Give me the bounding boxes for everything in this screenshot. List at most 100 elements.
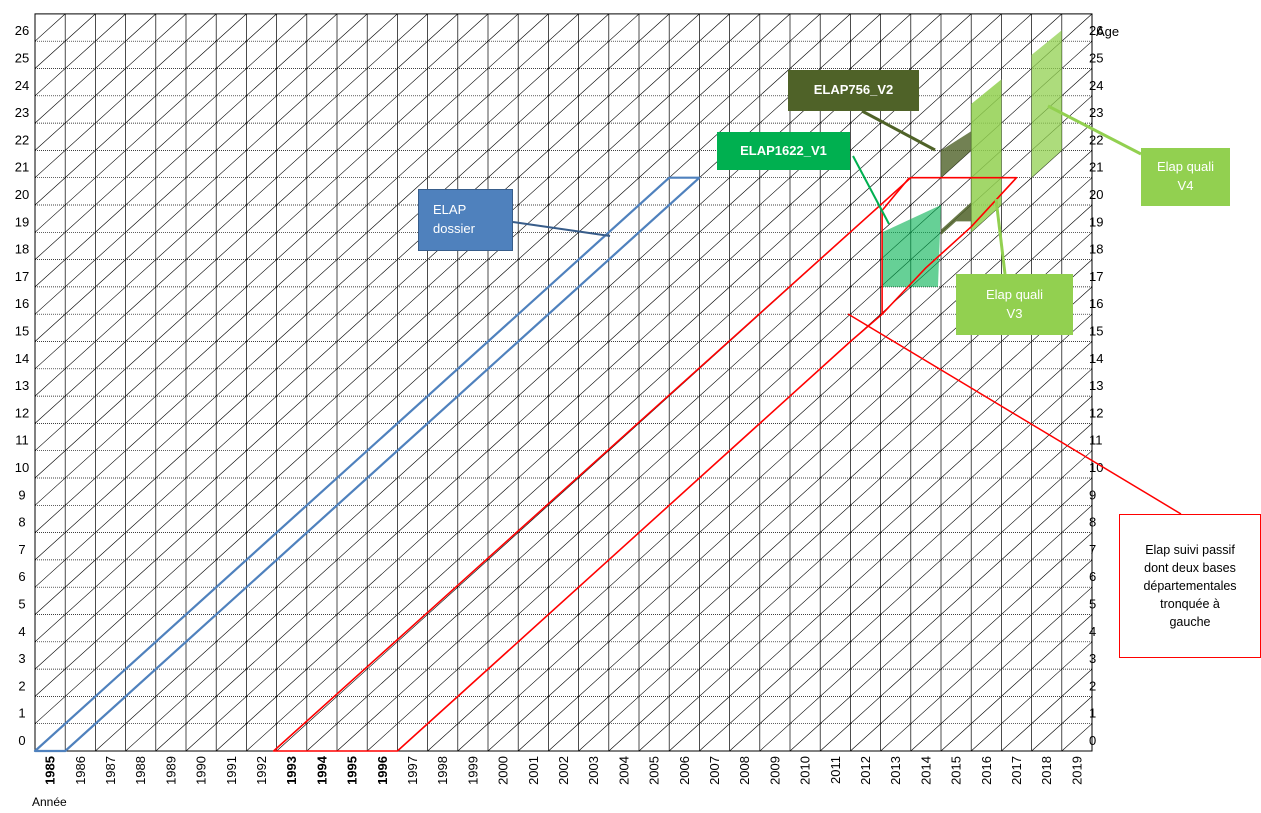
year-tick-label: 2004 — [616, 756, 631, 785]
age-tick-label: 12 — [1089, 405, 1103, 420]
age-tick-label: 1 — [1089, 706, 1096, 721]
grid-diagonal — [819, 505, 1093, 752]
grid-diagonal — [457, 177, 1093, 752]
age-tick-label: 14 — [1089, 351, 1103, 366]
age-tick-label: 8 — [18, 515, 25, 530]
callout-elap-quali-v3: Elap quali V3 — [956, 274, 1073, 335]
age-tick-label: 24 — [15, 78, 29, 93]
year-tick-label: 1999 — [465, 756, 480, 785]
connector-elap756-v2 — [861, 109, 936, 152]
grid-diagonal — [34, 13, 519, 451]
age-tick-label: 4 — [1089, 624, 1096, 639]
year-tick-label: 2007 — [707, 756, 722, 785]
age-tick-label: 25 — [15, 51, 29, 66]
grid-diagonal — [548, 259, 1093, 752]
age-tick-label: 3 — [1089, 651, 1096, 666]
grid-diagonal — [1061, 723, 1093, 752]
connector-elap-dossier — [512, 221, 611, 237]
y-axis-title: Age — [1096, 24, 1119, 39]
grid-diagonal — [34, 13, 247, 206]
connector-elap1622-v1 — [852, 155, 890, 225]
age-tick-label: 11 — [1089, 433, 1103, 448]
age-tick-label: 19 — [1089, 214, 1103, 229]
region-elap-quali-v4 — [1031, 30, 1062, 178]
age-tick-label: 23 — [1089, 105, 1103, 120]
year-tick-label: 1996 — [375, 756, 390, 785]
grid-diagonal — [608, 313, 1093, 752]
year-tick-label: 2002 — [556, 756, 571, 785]
age-tick-label: 16 — [1089, 296, 1103, 311]
grid-diagonal — [185, 13, 1002, 752]
region-elap756-v2-low — [941, 202, 972, 235]
x-axis-title: Année — [32, 795, 67, 809]
age-tick-label: 16 — [15, 296, 29, 311]
grid-diagonal — [34, 13, 640, 561]
grid-diagonal — [940, 614, 1093, 752]
grid-diagonal — [668, 368, 1093, 752]
grid-diagonal — [34, 13, 610, 533]
age-tick-label: 2 — [18, 678, 25, 693]
callout-elap-dossier: ELAP dossier — [418, 189, 513, 251]
grid-diagonal — [34, 13, 579, 506]
year-tick-label: 2017 — [1009, 756, 1024, 785]
grid-diagonal — [1001, 668, 1093, 752]
callout-elap-quali-v4: Elap quali V4 — [1141, 148, 1230, 206]
age-tick-label: 11 — [15, 433, 29, 448]
grid-diagonal — [336, 68, 1093, 752]
age-tick-label: 19 — [15, 214, 29, 229]
year-tick-label: 2008 — [737, 756, 752, 785]
grid-diagonal — [850, 532, 1093, 752]
year-tick-label: 1988 — [133, 756, 148, 785]
year-tick-label: 1990 — [194, 756, 209, 785]
grid-diagonal — [34, 13, 821, 724]
age-tick-label: 0 — [18, 733, 25, 748]
age-tick-label: 17 — [1089, 269, 1103, 284]
year-tick-label: 1998 — [435, 756, 450, 785]
age-tick-label: 10 — [15, 460, 29, 475]
age-tick-label: 26 — [1089, 23, 1103, 38]
age-tick-label: 24 — [1089, 78, 1103, 93]
year-tick-label: 1989 — [163, 756, 178, 785]
callout-elap-suivi-passif: Elap suivi passif dont deux bases départ… — [1119, 514, 1261, 658]
age-tick-label: 13 — [1089, 378, 1103, 393]
age-tick-label: 26 — [15, 23, 29, 38]
age-tick-label: 23 — [15, 105, 29, 120]
year-tick-label: 2016 — [979, 756, 994, 785]
age-tick-label: 7 — [18, 542, 25, 557]
age-tick-label: 8 — [1089, 515, 1096, 530]
grid-diagonal — [34, 13, 368, 315]
age-ticks-right: 0123456789101112131415161718192021222324… — [1089, 23, 1103, 748]
age-ticks-left: 0123456789101112131415161718192021222324… — [15, 23, 29, 748]
grid-diagonal — [34, 13, 96, 69]
grid-diagonal — [34, 13, 670, 588]
year-tick-label: 2005 — [647, 756, 662, 785]
grid-diagonal — [970, 641, 1093, 752]
year-tick-label: 2014 — [918, 756, 933, 785]
grid-diagonal — [34, 13, 157, 124]
age-tick-label: 10 — [1089, 460, 1103, 475]
age-tick-label: 1 — [18, 706, 25, 721]
region-elap-suivi-passif-top-edge — [881, 177, 910, 212]
year-tick-label: 1997 — [405, 756, 420, 785]
grid-diagonal — [34, 13, 459, 397]
age-tick-label: 20 — [1089, 187, 1103, 202]
region-elap-dossier — [33, 176, 701, 753]
year-tick-label: 2011 — [828, 756, 843, 784]
year-tick-label: 2015 — [949, 756, 964, 785]
grid-diagonal — [427, 150, 1093, 752]
age-tick-label: 3 — [18, 651, 25, 666]
age-tick-label: 22 — [15, 132, 29, 147]
grid-diagonal — [880, 559, 1093, 752]
region-elap-suivi-passif — [272, 176, 1018, 752]
age-tick-label: 9 — [1089, 487, 1096, 502]
year-tick-label: 2006 — [677, 756, 692, 785]
region-elap-quali-v3 — [971, 79, 1002, 233]
year-tick-label: 1985 — [43, 756, 58, 785]
grid-diagonal — [34, 13, 428, 370]
year-ticks: 1985 1986 1987 1988 1989 1990 1991 1992 1993 1994… — [43, 755, 1085, 785]
grid-diagonal — [34, 13, 549, 479]
grid-diagonal — [34, 13, 187, 151]
age-tick-label: 0 — [1089, 733, 1096, 748]
year-tick-label: 2010 — [798, 756, 813, 785]
age-tick-label: 12 — [15, 405, 29, 420]
